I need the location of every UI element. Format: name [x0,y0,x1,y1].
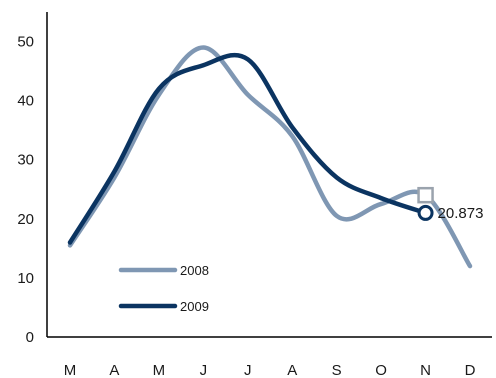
y-tick-label: 30 [17,152,34,169]
y-tick-label: 0 [26,329,34,346]
x-tick-label: J [244,362,252,378]
legend-label-2009: 2009 [180,299,209,314]
y-tick-label: 40 [17,93,34,110]
data-label: 20.873 [438,205,484,222]
y-tick-label: 50 [17,34,34,51]
chart-axes [46,12,492,338]
y-tick-label: 10 [17,270,34,287]
x-tick-label: A [109,362,119,378]
x-tick-label: M [153,362,166,378]
series-2009-marker [417,204,434,221]
legend-label-2008: 2008 [180,263,209,278]
series-lines [67,45,473,269]
x-tick-label: S [332,362,342,378]
x-tick-label: O [375,362,387,378]
x-tick-label: A [287,362,297,378]
x-tick-label: N [420,362,431,378]
series-markers: 20.873 [417,186,484,222]
x-tick-label: D [465,362,476,378]
chart-legend: 2008 2009 [118,263,209,314]
y-tick-label: 20 [17,211,34,228]
series-line-2008 [67,45,473,269]
x-tick-label: J [200,362,208,378]
series-2008-marker [417,186,434,204]
series-line-2009 [67,52,428,245]
x-tick-label: M [64,362,77,378]
y-tick-labels: 0 10 20 30 40 50 [17,34,34,346]
